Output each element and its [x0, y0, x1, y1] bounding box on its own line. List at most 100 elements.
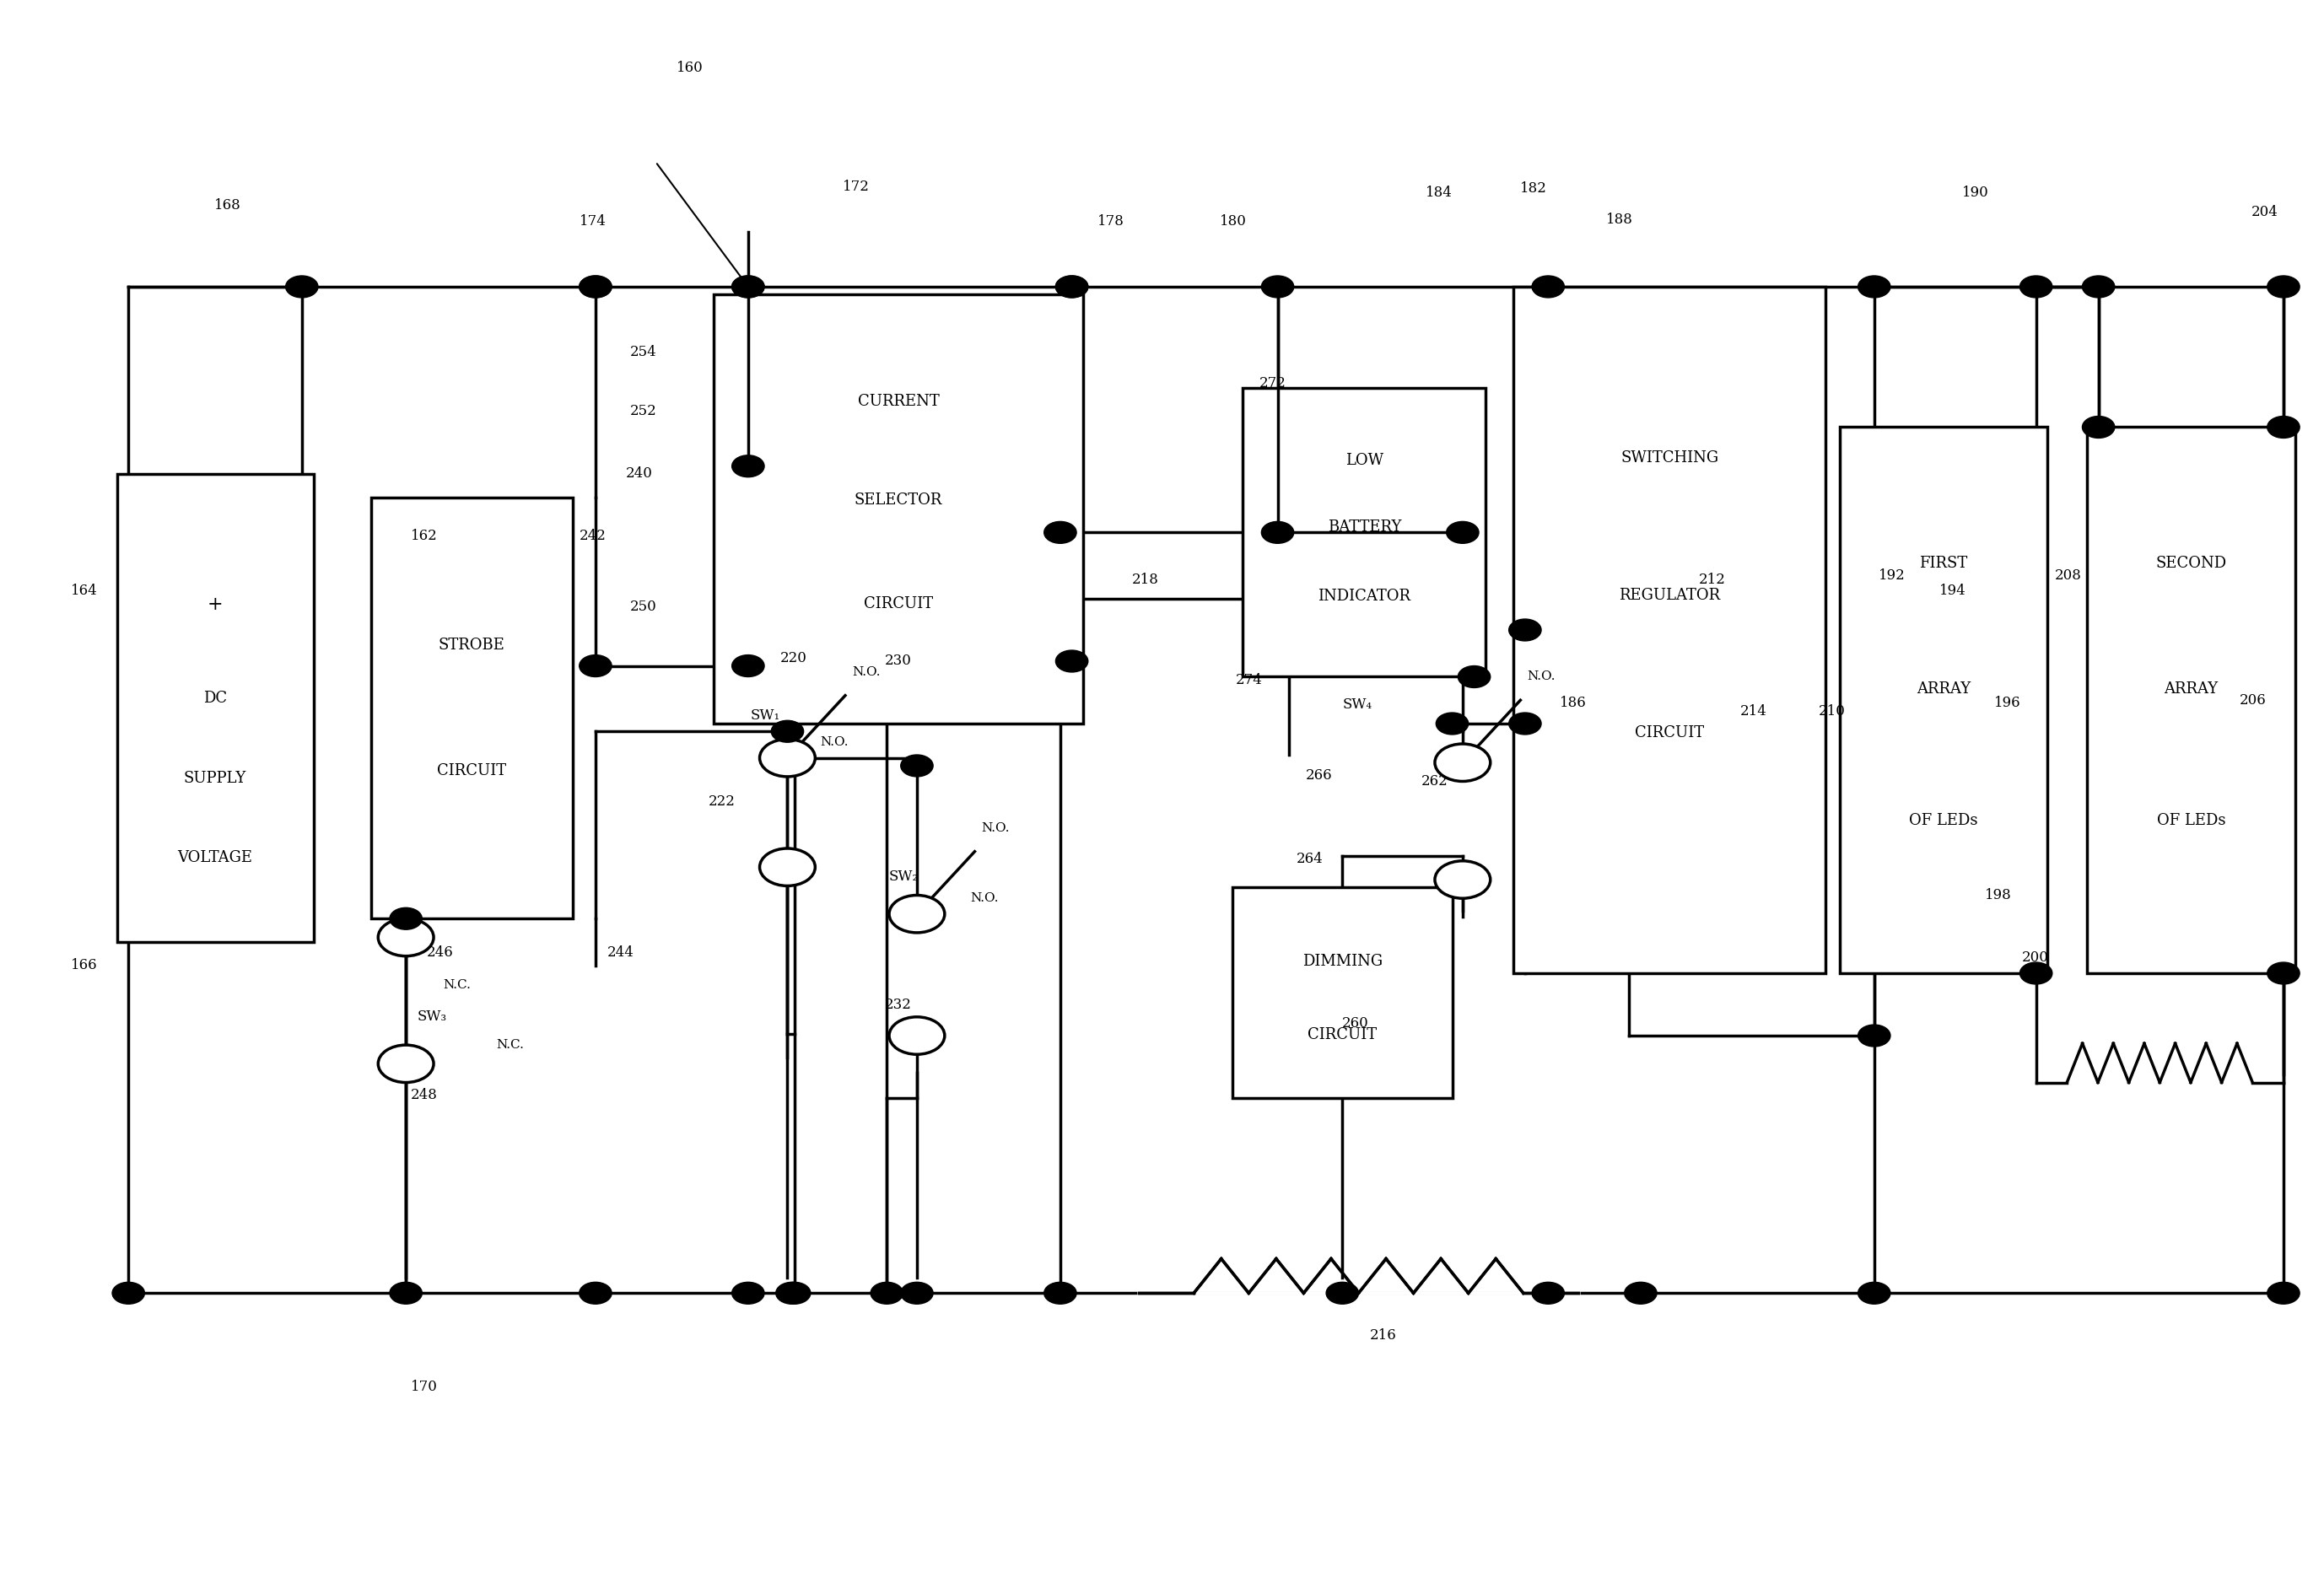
Circle shape: [579, 275, 611, 297]
Text: 214: 214: [1741, 704, 1766, 718]
Text: 216: 216: [1371, 1328, 1397, 1342]
Circle shape: [760, 739, 816, 777]
Circle shape: [579, 1283, 611, 1305]
Text: FIRST: FIRST: [1920, 556, 1968, 571]
Bar: [372, 497, 572, 918]
Text: 266: 266: [1306, 767, 1332, 783]
Circle shape: [1857, 1025, 1889, 1047]
Text: LOW: LOW: [1346, 453, 1383, 468]
Text: 184: 184: [1425, 185, 1452, 200]
Text: 164: 164: [70, 583, 98, 597]
Circle shape: [732, 456, 765, 476]
Circle shape: [379, 918, 435, 956]
Circle shape: [772, 720, 804, 742]
Text: VOLTAGE: VOLTAGE: [177, 850, 253, 865]
Circle shape: [2268, 1283, 2301, 1305]
Text: 204: 204: [2252, 204, 2278, 219]
Text: 264: 264: [1297, 852, 1322, 866]
Text: SELECTOR: SELECTOR: [855, 494, 944, 508]
Circle shape: [1055, 275, 1088, 297]
Text: 230: 230: [885, 654, 911, 668]
Circle shape: [2268, 275, 2301, 297]
Circle shape: [1508, 712, 1541, 734]
Circle shape: [1532, 275, 1564, 297]
Text: SWITCHING: SWITCHING: [1620, 451, 1717, 465]
Circle shape: [890, 1017, 944, 1055]
Text: 196: 196: [1994, 696, 2022, 711]
Text: 182: 182: [1520, 181, 1548, 195]
Text: 188: 188: [1606, 212, 1634, 226]
Text: N.O.: N.O.: [969, 893, 999, 904]
Text: 192: 192: [1878, 567, 1906, 583]
Text: 250: 250: [630, 599, 658, 613]
Circle shape: [890, 894, 944, 932]
Text: N.O.: N.O.: [820, 736, 848, 748]
Text: 178: 178: [1097, 214, 1125, 228]
Circle shape: [1857, 1283, 1889, 1305]
Circle shape: [902, 1283, 932, 1305]
Circle shape: [872, 1283, 904, 1305]
Circle shape: [390, 1283, 423, 1305]
Circle shape: [2082, 417, 2115, 439]
Text: 194: 194: [1938, 583, 1966, 597]
Circle shape: [1434, 861, 1490, 898]
Bar: [1513, 286, 1827, 973]
Text: 244: 244: [607, 946, 634, 960]
Text: REGULATOR: REGULATOR: [1620, 588, 1720, 604]
Circle shape: [286, 275, 318, 297]
Circle shape: [2082, 275, 2115, 297]
Circle shape: [1446, 522, 1478, 544]
Circle shape: [379, 1045, 435, 1083]
Circle shape: [1043, 522, 1076, 544]
Text: BATTERY: BATTERY: [1327, 519, 1401, 534]
Circle shape: [1055, 275, 1088, 297]
Circle shape: [902, 755, 932, 777]
Text: CIRCUIT: CIRCUIT: [1634, 725, 1703, 740]
Text: 200: 200: [2022, 951, 2050, 965]
Bar: [1232, 888, 1452, 1099]
Text: 172: 172: [844, 179, 869, 193]
Text: DIMMING: DIMMING: [1301, 954, 1383, 968]
Text: SUPPLY: SUPPLY: [184, 770, 246, 786]
Circle shape: [390, 907, 423, 929]
Text: 240: 240: [625, 467, 653, 481]
Text: N.O.: N.O.: [1527, 671, 1555, 682]
Circle shape: [1508, 619, 1541, 641]
Bar: [116, 473, 314, 942]
Circle shape: [1043, 1283, 1076, 1305]
Text: 174: 174: [579, 214, 607, 228]
Text: 180: 180: [1220, 214, 1246, 228]
Text: ARRAY: ARRAY: [1917, 682, 1971, 696]
Text: 212: 212: [1699, 572, 1724, 588]
Circle shape: [1436, 712, 1469, 734]
Text: OF LEDs: OF LEDs: [1910, 813, 1978, 828]
Circle shape: [779, 1283, 811, 1305]
Text: N.C.: N.C.: [495, 1039, 523, 1052]
Circle shape: [2020, 962, 2052, 984]
Text: CIRCUIT: CIRCUIT: [437, 764, 507, 778]
Text: 206: 206: [2240, 693, 2266, 707]
Text: CIRCUIT: CIRCUIT: [1308, 1027, 1378, 1042]
Text: 170: 170: [411, 1380, 437, 1394]
Text: 274: 274: [1236, 673, 1262, 687]
Text: CIRCUIT: CIRCUIT: [865, 596, 932, 612]
Text: 210: 210: [1820, 704, 1845, 718]
Text: STROBE: STROBE: [439, 637, 504, 652]
Circle shape: [1624, 1283, 1657, 1305]
Text: DC: DC: [202, 692, 228, 706]
Circle shape: [1327, 1283, 1360, 1305]
Text: 222: 222: [709, 794, 737, 808]
Text: 168: 168: [214, 198, 242, 212]
Circle shape: [2268, 962, 2301, 984]
Text: 262: 262: [1420, 773, 1448, 789]
Text: 254: 254: [630, 346, 658, 360]
Circle shape: [732, 1283, 765, 1305]
Circle shape: [1434, 744, 1490, 781]
Text: 232: 232: [885, 997, 911, 1012]
Circle shape: [1457, 667, 1490, 687]
Text: 208: 208: [2054, 567, 2082, 583]
Text: CURRENT: CURRENT: [858, 395, 939, 409]
Text: INDICATOR: INDICATOR: [1318, 588, 1411, 604]
Circle shape: [2268, 417, 2301, 439]
Text: 260: 260: [1343, 1016, 1369, 1030]
